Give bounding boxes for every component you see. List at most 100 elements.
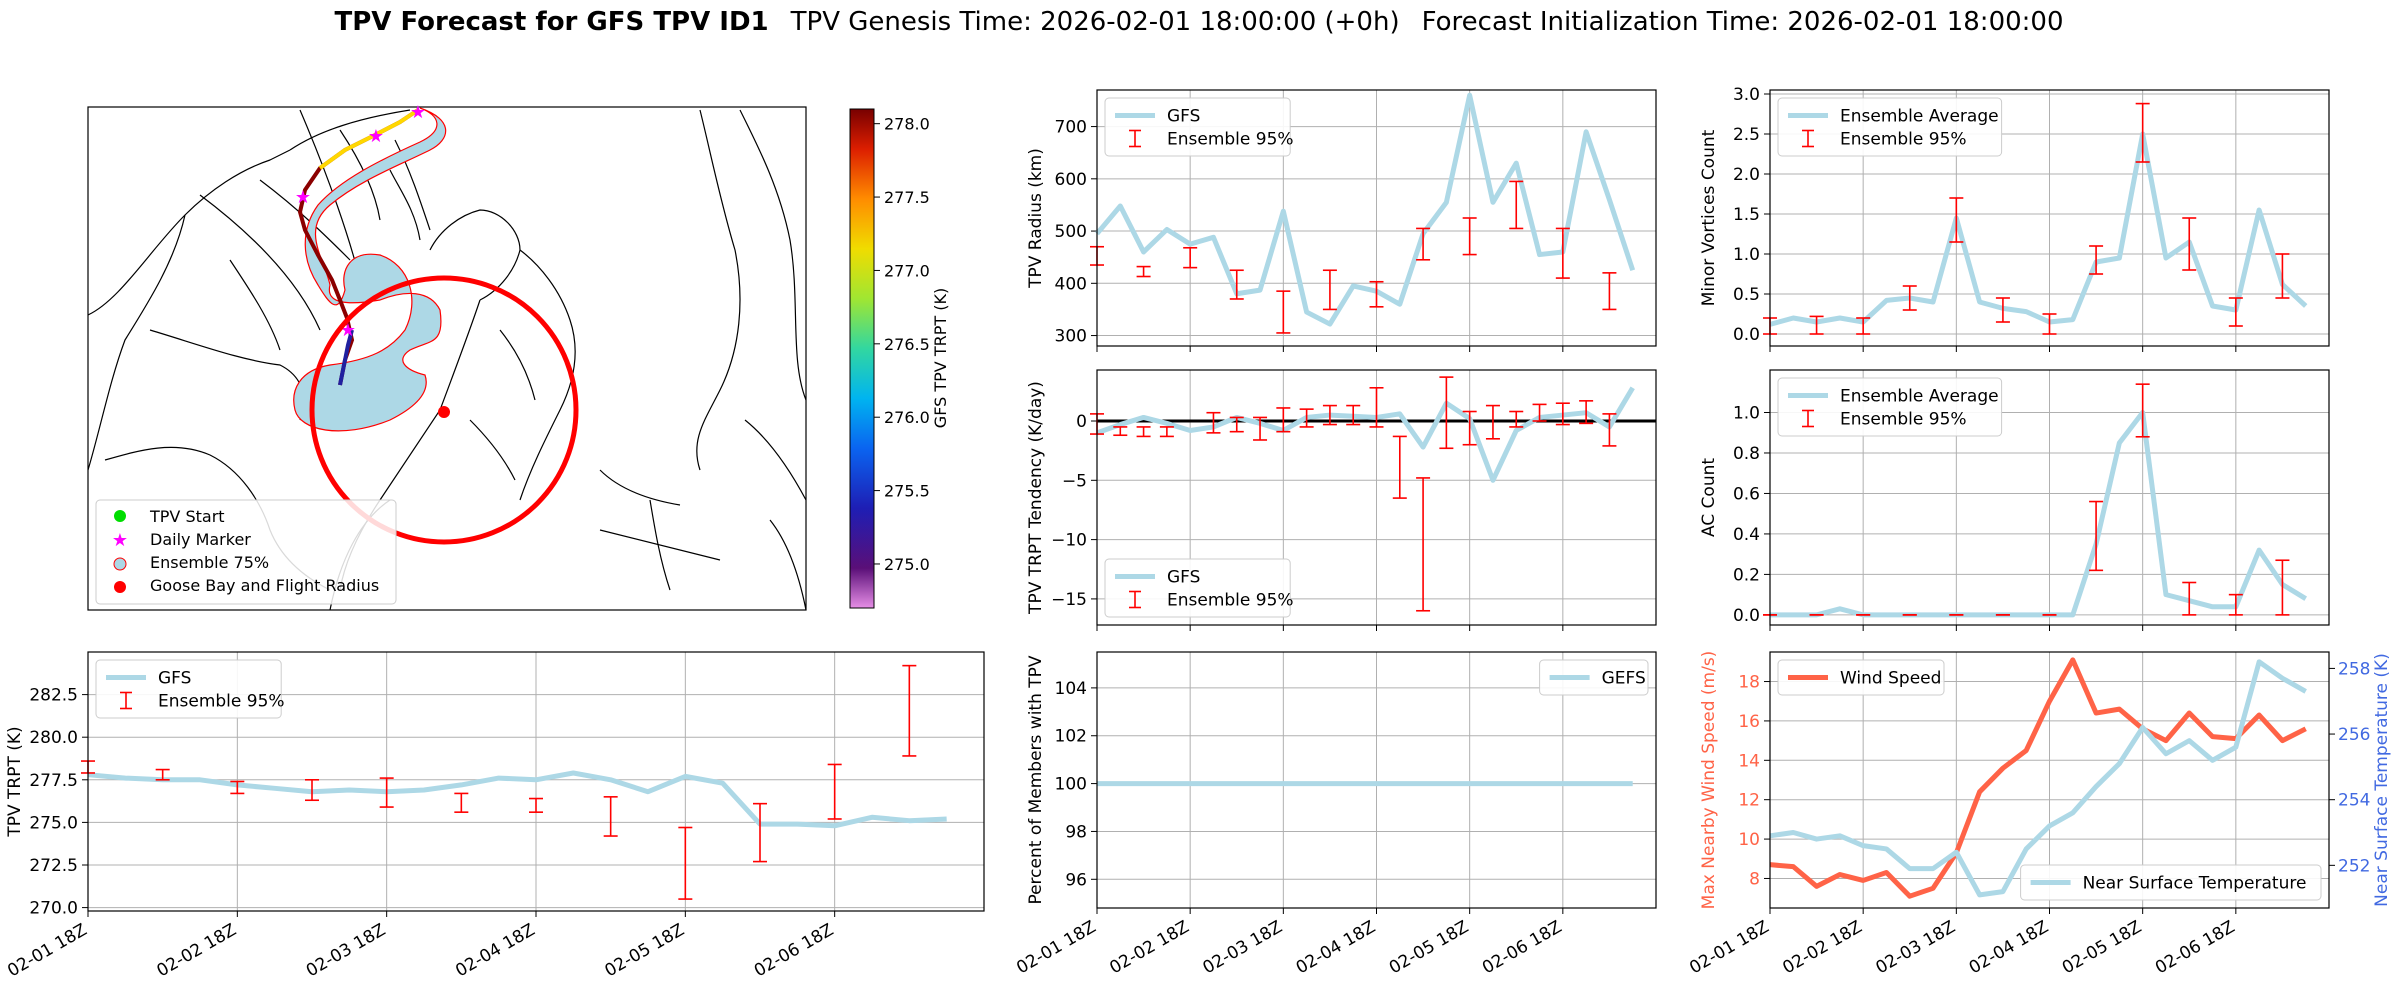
colorbar-tick-label: 276.5 (884, 335, 930, 354)
y-tick-label: 12 (1738, 791, 1760, 811)
y-tick-label: 1.0 (1733, 245, 1760, 265)
colorbar-tick-label: 277.5 (884, 188, 930, 207)
y-tick-label: 280.0 (29, 728, 78, 748)
legend-label: Near Surface Temperature (2083, 874, 2307, 894)
legend-label: Goose Bay and Flight Radius (150, 576, 379, 595)
legend: GEFS (1539, 659, 1649, 696)
legend: Wind Speed (1777, 659, 1945, 696)
y-tick-label: 270.0 (29, 899, 78, 919)
legend-label: GFS (1167, 107, 1200, 127)
y-tick-label: 275.0 (29, 813, 78, 833)
y-tick-label: 100 (1055, 775, 1087, 795)
title-genesis: TPV Genesis Time: 2026-02-01 18:00:00 (+… (790, 7, 1400, 37)
y-tick-label: 400 (1055, 274, 1087, 294)
y-axis-label: TPV TRPT Tendency (K/day) (1026, 381, 1046, 615)
y-axis-label: Max Nearby Wind Speed (m/s) (1699, 651, 1719, 910)
x-tick-label: 02-03 18Z (1873, 917, 1959, 978)
x-tick-label: 02-06 18Z (1479, 917, 1565, 978)
y-tick-label: 0.0 (1733, 606, 1760, 626)
y-tick-label: 0 (1076, 412, 1087, 432)
legend-box (1104, 97, 1291, 157)
colorbar-tick-label: 275.5 (884, 482, 930, 501)
series-line (1096, 386, 1635, 483)
daily-marker-star: ★ (410, 102, 426, 123)
legend-label: Ensemble 75% (150, 553, 269, 572)
goose-bay-marker (438, 406, 450, 418)
y-tick-label: 1.5 (1733, 205, 1760, 225)
x-tick-label: 02-01 18Z (4, 920, 90, 981)
x-tick-label: 02-01 18Z (1013, 917, 1099, 978)
y-tick-label: 272.5 (29, 856, 78, 876)
legend-label: GFS (1167, 568, 1200, 588)
title-init: Forecast Initialization Time: 2026-02-01… (1422, 7, 2064, 37)
y-tick-label: 0.4 (1733, 525, 1760, 545)
legend-box (1777, 659, 1945, 696)
y-tick-label: 16 (1738, 712, 1760, 732)
legend-label: Daily Marker (150, 530, 251, 549)
x-tick-label: 02-02 18Z (1779, 917, 1865, 978)
y-tick-label: 10 (1738, 830, 1760, 850)
x-tick-label: 02-02 18Z (154, 920, 240, 981)
legend-box (1539, 659, 1649, 696)
legend-label: GFS (158, 669, 191, 689)
legend-label: Ensemble Average (1840, 107, 1999, 127)
x-tick-label: 02-03 18Z (303, 920, 389, 981)
legend-box (2020, 864, 2322, 901)
colorbar-label: GFS TPV TRPT (K) (931, 288, 950, 428)
y2-tick-label: 252 (2338, 856, 2370, 876)
colorbar (849, 108, 875, 609)
y-tick-label: 500 (1055, 222, 1087, 242)
colorbar-ticks: 275.0 275.5 276.0 276.5 277.0 277.5 278.0 (874, 115, 930, 574)
legend-label: TPV Start (149, 507, 225, 526)
colorbar-tick-label: 276.0 (884, 408, 930, 427)
legend-label: Ensemble 95% (158, 692, 285, 712)
y-tick-label: 102 (1055, 727, 1087, 747)
plot-frame (87, 651, 985, 912)
chart-ac: 0.0 0.2 0.4 0.6 0.8 1.0 AC Count Ensemble Avera… (1699, 369, 2330, 631)
legend-label: Ensemble 95% (1840, 130, 1967, 150)
y-tick-label: 700 (1055, 118, 1087, 138)
y-tick-label: 8 (1749, 869, 1760, 889)
legend-label: GEFS (1602, 669, 1646, 689)
legend-label: Ensemble 95% (1167, 591, 1294, 611)
y-tick-label: 600 (1055, 170, 1087, 190)
y-tick-label: 0.6 (1733, 484, 1760, 504)
series-line (1770, 410, 2308, 618)
daily-marker-star: ★ (368, 126, 384, 147)
y2-tick-label: 258 (2338, 659, 2370, 679)
legend-label: Ensemble 95% (1840, 410, 1967, 430)
chart-tendency: −15 −10 −5 0 TPV TRPT Tendency (K/day) GFS Ens… (1026, 369, 1657, 631)
y-tick-label: 300 (1055, 327, 1087, 347)
x-tick-label: 02-05 18Z (2059, 917, 2145, 978)
x-tick-label: 02-06 18Z (2152, 917, 2238, 978)
y-tick-label: 3.0 (1733, 85, 1760, 105)
legend-star-marker: ★ (112, 530, 128, 551)
y-tick-label: 2.5 (1733, 125, 1760, 145)
x-tick-label: 02-04 18Z (1293, 917, 1379, 978)
y-tick-label: 0.0 (1733, 325, 1760, 345)
plot-frame (1769, 89, 2330, 347)
legend-box (1777, 97, 2003, 157)
flight-radius-circle (309, 275, 579, 545)
map-panel: ★ ★ ★ ★ TPV Start ★ Daily Marker Ensembl… (87, 102, 950, 611)
chart-percent: 96 98 100 102 104 02-01 18Z 02-02 18Z 02-03 18Z… (1013, 651, 1657, 978)
y-tick-label: 0.2 (1733, 565, 1760, 585)
colorbar-tick-label: 277.0 (884, 261, 930, 280)
x-tick-label: 02-05 18Z (1386, 917, 1472, 978)
legend-label: Wind Speed (1840, 669, 1941, 689)
plot-frame (1769, 369, 2330, 626)
y-axis-label: AC Count (1699, 458, 1719, 537)
colorbar-tick-label: 275.0 (884, 555, 930, 574)
map-legend: TPV Start ★ Daily Marker Ensemble 75% Go… (95, 499, 397, 605)
y2-axis-label: Near Surface Temperature (K) (2372, 653, 2392, 907)
y-tick-label: 104 (1055, 679, 1087, 699)
y2-tick-label: 256 (2338, 725, 2370, 745)
legend-box (1104, 558, 1291, 618)
legend: Near Surface Temperature (2020, 864, 2322, 901)
series-line (1769, 131, 2308, 327)
legend-box (95, 659, 282, 719)
y-tick-label: −5 (1062, 471, 1087, 491)
y-axis-label: Percent of Members with TPV (1026, 655, 1046, 904)
